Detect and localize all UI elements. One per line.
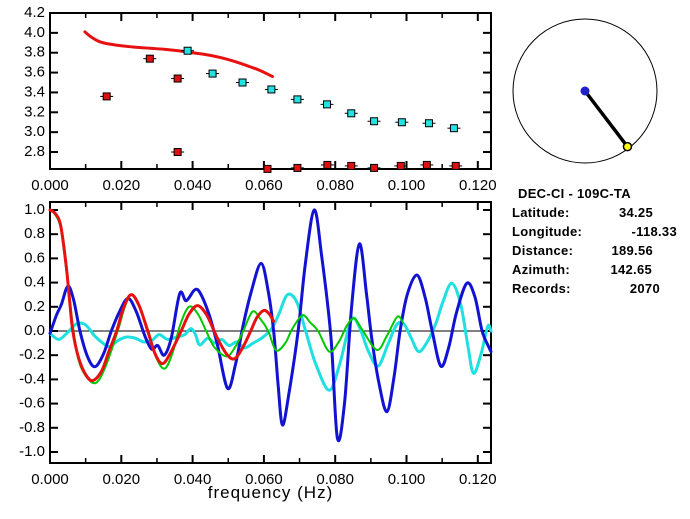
red-measurements-marker <box>145 54 154 63</box>
red-measurements-marker <box>396 161 405 170</box>
y-tick-label: 1.0 <box>24 201 45 218</box>
azimuth-label: Azimuth: <box>512 262 570 277</box>
records-label: Records: <box>512 281 571 296</box>
azimuth-value: 142.65 <box>610 262 652 277</box>
pair-station-dot <box>622 141 633 152</box>
red-measurements-marker <box>370 163 379 172</box>
red-measurements-marker <box>173 148 182 157</box>
y-tick-label: 0.0 <box>24 322 45 339</box>
info-row-longitude: Longitude: -118.33 <box>512 222 690 241</box>
cyan-measurements-marker <box>238 78 247 87</box>
red-measurements-marker <box>323 160 332 169</box>
latitude-label: Latitude: <box>512 205 570 220</box>
blue-curve <box>48 208 493 443</box>
cyan-measurements-marker <box>347 109 356 118</box>
red-measurements-marker <box>102 92 111 101</box>
x-tick-label: 0.080 <box>316 177 354 194</box>
y-tick-label: 3.4 <box>24 83 45 100</box>
x-tick-label: 0.120 <box>459 177 497 194</box>
model-curve <box>83 30 274 79</box>
x-tick-label: 0.000 <box>31 177 69 194</box>
x-tick-label: 0.080 <box>316 471 354 488</box>
y-tick-label: 4.0 <box>24 24 45 41</box>
cyan-measurements-marker <box>323 100 332 109</box>
cyan-measurements-marker <box>397 118 406 127</box>
red-measurements-marker <box>293 163 302 172</box>
x-tick-label: 0.100 <box>388 471 426 488</box>
y-tick-label: -0.2 <box>19 346 45 363</box>
x-tick-label: 0.060 <box>245 471 283 488</box>
cyan-measurements-marker <box>449 124 458 133</box>
y-tick-label: 0.6 <box>24 249 45 266</box>
red-measurements-marker <box>451 161 460 170</box>
cyan-measurements-marker <box>293 95 302 104</box>
red-measurements <box>100 54 463 173</box>
red-measurements-marker <box>422 160 431 169</box>
y-tick-label: -0.4 <box>19 370 45 387</box>
x-tick-label: 0.060 <box>245 177 283 194</box>
coherency-axes: 0.000 0.020 0.040 0.060 0.080 0.100 0.120 -1.0 -… <box>19 201 496 502</box>
cyan-measurements-marker <box>424 119 433 128</box>
latitude-value: 34.25 <box>618 205 653 220</box>
longitude-label: Longitude: <box>512 224 583 239</box>
station-info-panel: DEC-CI - 109C-TA Latitude: 34.25 Longitu… <box>512 184 690 298</box>
cyan-measurements-marker <box>208 69 217 78</box>
x-tick-label: 0.020 <box>103 177 141 194</box>
azimuth-line <box>583 89 629 148</box>
y-tick-label: -0.8 <box>19 419 45 436</box>
y-tick-label: 3.0 <box>24 123 45 140</box>
x-tick-label: 0.120 <box>459 471 497 488</box>
y-tick-label: 2.8 <box>24 143 45 160</box>
cyan-measurements-marker <box>267 85 276 94</box>
station-pair-title: DEC-CI - 109C-TA <box>518 186 631 201</box>
red-measurements-marker <box>263 164 272 173</box>
red-curve <box>48 208 276 383</box>
distance-label: Distance: <box>512 243 574 258</box>
azimuth-circle <box>512 18 658 164</box>
cyan-measurements-marker <box>183 46 192 55</box>
info-row-latitude: Latitude: 34.25 <box>512 203 690 222</box>
red-measurements-marker <box>347 161 356 170</box>
x-axis-title: frequency (Hz) <box>208 483 333 502</box>
cyan-measurements-marker <box>370 117 379 126</box>
y-tick-label: -0.6 <box>19 395 45 412</box>
x-tick-label: 0.100 <box>388 177 426 194</box>
y-tick-label: 3.2 <box>24 103 45 120</box>
cyan-curve <box>48 281 493 392</box>
x-tick-label: 0.040 <box>174 177 212 194</box>
info-row-records: Records: 2070 <box>512 279 690 298</box>
distance-value: 189.56 <box>611 243 653 258</box>
station-dot <box>580 86 590 96</box>
y-tick-label: 3.6 <box>24 64 45 81</box>
y-tick-label: -1.0 <box>19 443 45 460</box>
x-tick-label: 0.040 <box>174 471 212 488</box>
y-tick-label: 0.8 <box>24 225 45 242</box>
cyan-measurements <box>181 46 461 133</box>
x-tick-label: 0.000 <box>31 471 69 488</box>
x-tick-label: 0.020 <box>103 471 141 488</box>
red-measurements-marker <box>173 74 182 83</box>
records-value: 2070 <box>629 281 660 296</box>
y-tick-label: 0.4 <box>24 274 45 291</box>
y-tick-label: 0.2 <box>24 298 45 315</box>
azimuth-circle-map <box>512 18 658 164</box>
info-row-distance: Distance: 189.56 <box>512 241 690 260</box>
longitude-value: -118.33 <box>631 224 677 239</box>
info-row-azimuth: Azimuth: 142.65 <box>512 260 690 279</box>
y-tick-label: 3.8 <box>24 44 45 61</box>
y-tick-label: 4.2 <box>24 4 45 21</box>
